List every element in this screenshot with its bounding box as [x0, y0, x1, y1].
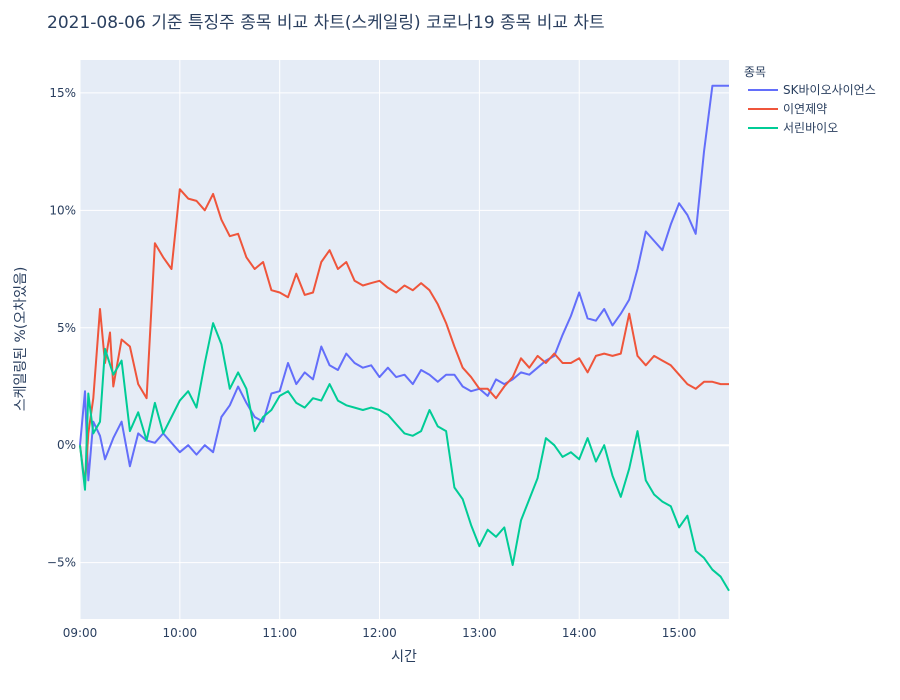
x-tick-label: 09:00	[63, 626, 98, 640]
y-tick-label: 0%	[57, 438, 76, 452]
x-tick-label: 12:00	[362, 626, 397, 640]
legend-item-label: 서린바이오	[783, 121, 838, 135]
series-line	[79, 84, 729, 482]
grid	[79, 60, 729, 619]
x-tick-label: 15:00	[662, 626, 697, 640]
x-tick-label: 11:00	[262, 626, 297, 640]
plot-area	[80, 60, 729, 619]
x-tick-label: 14:00	[562, 626, 597, 640]
x-tick-label: 10:00	[163, 626, 198, 640]
y-tick-label: 10%	[49, 203, 76, 217]
chart-title: 2021-08-06 기준 특징주 종목 비교 차트(스케일링) 코로나19 종…	[47, 13, 605, 33]
legend-item-label: 이연제약	[783, 101, 827, 116]
y-axis-title: 스케일링된 %(오차있음)	[13, 267, 29, 412]
x-axis: 09:00 10:00 11:00 12:00 13:00 14:00 15:00	[63, 626, 697, 640]
series-layer	[79, 84, 730, 592]
x-axis-title: 시간	[391, 649, 417, 665]
y-tick-label: 5%	[57, 321, 76, 335]
y-axis: −5% 0% 5% 10% 15%	[47, 86, 76, 570]
x-tick-label: 13:00	[462, 626, 497, 640]
legend-item-label: SK바이오사이언스	[783, 83, 876, 97]
legend-title: 종목	[744, 65, 766, 79]
y-tick-label: 15%	[49, 86, 76, 100]
y-tick-label: −5%	[47, 556, 76, 570]
series-line	[79, 188, 729, 487]
series-line	[79, 322, 730, 592]
